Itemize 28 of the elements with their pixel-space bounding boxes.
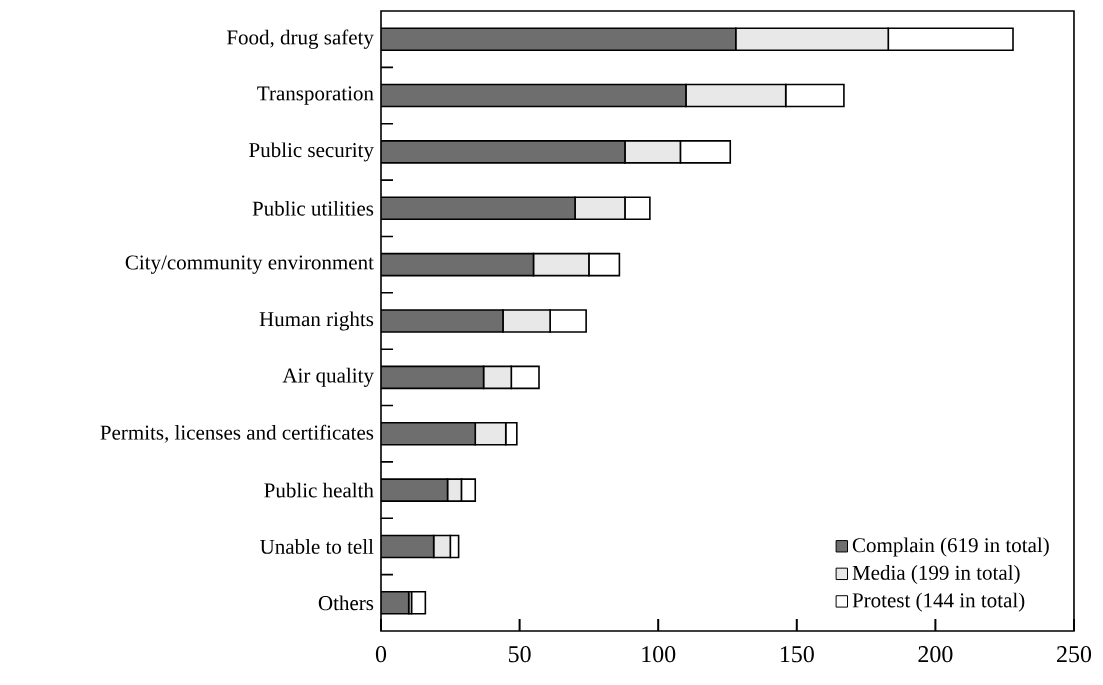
x-tick-label: 150 <box>780 646 814 663</box>
bar <box>381 83 687 108</box>
bar <box>381 534 435 559</box>
bar <box>381 27 737 51</box>
y-tick-label: Air quality <box>282 367 374 387</box>
y-tick-label: Food, drug safety <box>226 29 374 49</box>
x-tick-label: 250 <box>1057 646 1092 663</box>
bar <box>381 365 485 390</box>
bar <box>410 591 427 615</box>
legend-label: Media (199 in total) <box>852 565 1020 585</box>
y-tick-label: Public security <box>249 142 374 162</box>
y-tick-label: Human rights <box>259 311 374 331</box>
x-tick-label: 200 <box>918 646 953 663</box>
legend-label: Complain (619 in total) <box>852 537 1049 557</box>
y-tick-label: Public health <box>264 482 374 498</box>
y-tick-label: Others <box>318 595 374 611</box>
y-tick-label: City/community environment <box>125 255 374 274</box>
bar <box>381 140 626 164</box>
y-tick-label: Permits, licenses and certificates <box>100 424 374 443</box>
x-tick-label: 100 <box>642 646 676 663</box>
bar <box>381 196 576 221</box>
y-tick-label: Transporation <box>257 86 374 105</box>
y-tick-label: Unable to tell <box>260 539 374 554</box>
x-tick-label: 50 <box>508 646 531 663</box>
y-tick-label: Public utilities <box>252 200 374 216</box>
legend-label: Protest (144 in total) <box>852 592 1025 612</box>
bar <box>381 252 535 277</box>
x-tick-label: 0 <box>375 646 387 663</box>
